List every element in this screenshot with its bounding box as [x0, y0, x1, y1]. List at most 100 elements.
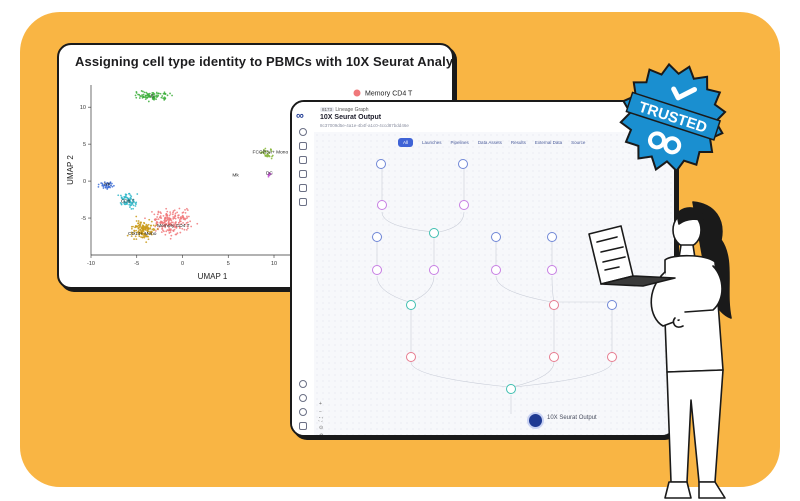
data-point	[184, 211, 187, 214]
data-point	[133, 238, 135, 240]
help-icon[interactable]	[299, 408, 307, 416]
workflow-node-icon	[429, 228, 439, 238]
data-point	[177, 216, 180, 219]
final-output-node[interactable]	[527, 412, 544, 429]
data-point	[168, 214, 171, 217]
data-point	[156, 228, 159, 230]
user-icon[interactable]	[299, 394, 307, 402]
data-point	[130, 231, 133, 234]
data-point	[140, 236, 142, 238]
data-point	[163, 92, 166, 95]
data-point	[174, 221, 177, 224]
data-point	[163, 221, 166, 224]
grid-icon[interactable]	[299, 156, 307, 164]
data-point	[134, 205, 137, 207]
data-point	[169, 237, 172, 240]
data-point	[143, 235, 146, 237]
data-point	[146, 229, 149, 232]
data-point	[127, 197, 130, 200]
cluster-label: FCGR3A+ Mono	[253, 150, 289, 156]
storage-icon[interactable]	[299, 170, 307, 178]
data-point	[142, 224, 145, 227]
data-point	[138, 233, 140, 236]
data-point	[97, 183, 100, 186]
data-point	[165, 230, 168, 233]
data-point	[149, 232, 152, 235]
data-point	[168, 232, 171, 234]
data-point	[143, 91, 146, 94]
data-point	[163, 219, 166, 222]
fit-view-button[interactable]: ⛶	[319, 417, 323, 423]
data-point	[164, 226, 167, 229]
data-point	[156, 213, 159, 216]
data-point	[111, 182, 113, 185]
filter-data-assets[interactable]: Data Assets	[477, 140, 502, 145]
filter-pipelines[interactable]: Pipelines	[450, 140, 469, 145]
zoom-out-button[interactable]: −	[319, 409, 322, 415]
canvas-settings-button[interactable]: ⚙	[319, 433, 324, 437]
data-point	[167, 224, 170, 227]
infinity-logo-icon	[647, 131, 682, 155]
data-point	[155, 98, 157, 101]
home-icon[interactable]	[299, 128, 307, 136]
dataset-icon[interactable]	[299, 198, 307, 206]
data-point	[149, 95, 152, 98]
flask-icon[interactable]	[299, 184, 307, 192]
data-point	[147, 100, 150, 103]
legend-label: Memory CD4 T	[365, 91, 413, 98]
filter-all[interactable]: All	[398, 138, 414, 147]
data-point	[151, 210, 153, 213]
file-node-icon	[607, 300, 617, 310]
data-point	[157, 211, 160, 214]
data-point	[189, 220, 192, 223]
data-point	[134, 226, 136, 229]
data-point	[141, 94, 143, 96]
cluster-label: DC	[266, 170, 273, 176]
breadcrumb-tag[interactable]: 8173	[320, 107, 335, 112]
cluster-label: NK	[104, 182, 111, 188]
trusted-badge: TRUSTED	[619, 62, 727, 173]
filter-source[interactable]: Source	[571, 140, 586, 145]
data-point	[163, 99, 166, 101]
data-point	[190, 225, 193, 228]
settings-icon[interactable]	[299, 380, 307, 388]
data-point	[131, 203, 134, 205]
data-point	[100, 182, 103, 184]
data-point	[132, 225, 134, 228]
data-point	[184, 223, 187, 226]
check-icon	[671, 86, 698, 101]
logout-icon[interactable]	[299, 422, 307, 430]
data-point	[134, 202, 137, 205]
filter-launches[interactable]: Launches	[422, 140, 442, 145]
lineage-icon[interactable]	[299, 142, 307, 150]
lineage-canvas[interactable]: All Launches Pipelines Data Assets Resul…	[314, 132, 674, 435]
run-node-icon	[547, 265, 557, 275]
app-header: 8173 Lineage Graph 10X Seurat Output 8c3…	[314, 102, 674, 133]
data-point	[145, 91, 148, 94]
data-point	[103, 181, 106, 183]
data-point	[161, 221, 163, 224]
app-sidebar: ∞	[292, 102, 315, 435]
data-point	[129, 198, 132, 201]
data-point	[170, 234, 173, 237]
data-point	[135, 238, 138, 241]
filter-external-data[interactable]: External Data	[534, 140, 563, 145]
data-point	[173, 215, 176, 218]
data-point	[147, 223, 150, 226]
data-point	[138, 231, 141, 234]
y-tick-label: 5	[83, 142, 86, 148]
data-point	[162, 97, 165, 100]
data-point	[122, 198, 124, 201]
data-point	[163, 91, 166, 94]
y-axis-label: UMAP 2	[66, 155, 75, 185]
breadcrumb-text[interactable]: Lineage Graph	[335, 107, 369, 113]
data-point	[134, 224, 137, 227]
filter-results[interactable]: Results	[510, 140, 526, 145]
zoom-in-button[interactable]: +	[319, 401, 322, 407]
data-point	[163, 230, 165, 233]
center-button[interactable]: ⊙	[319, 425, 324, 431]
data-point	[172, 223, 175, 226]
data-point	[181, 211, 184, 214]
data-point	[172, 211, 174, 214]
data-point	[155, 224, 157, 227]
